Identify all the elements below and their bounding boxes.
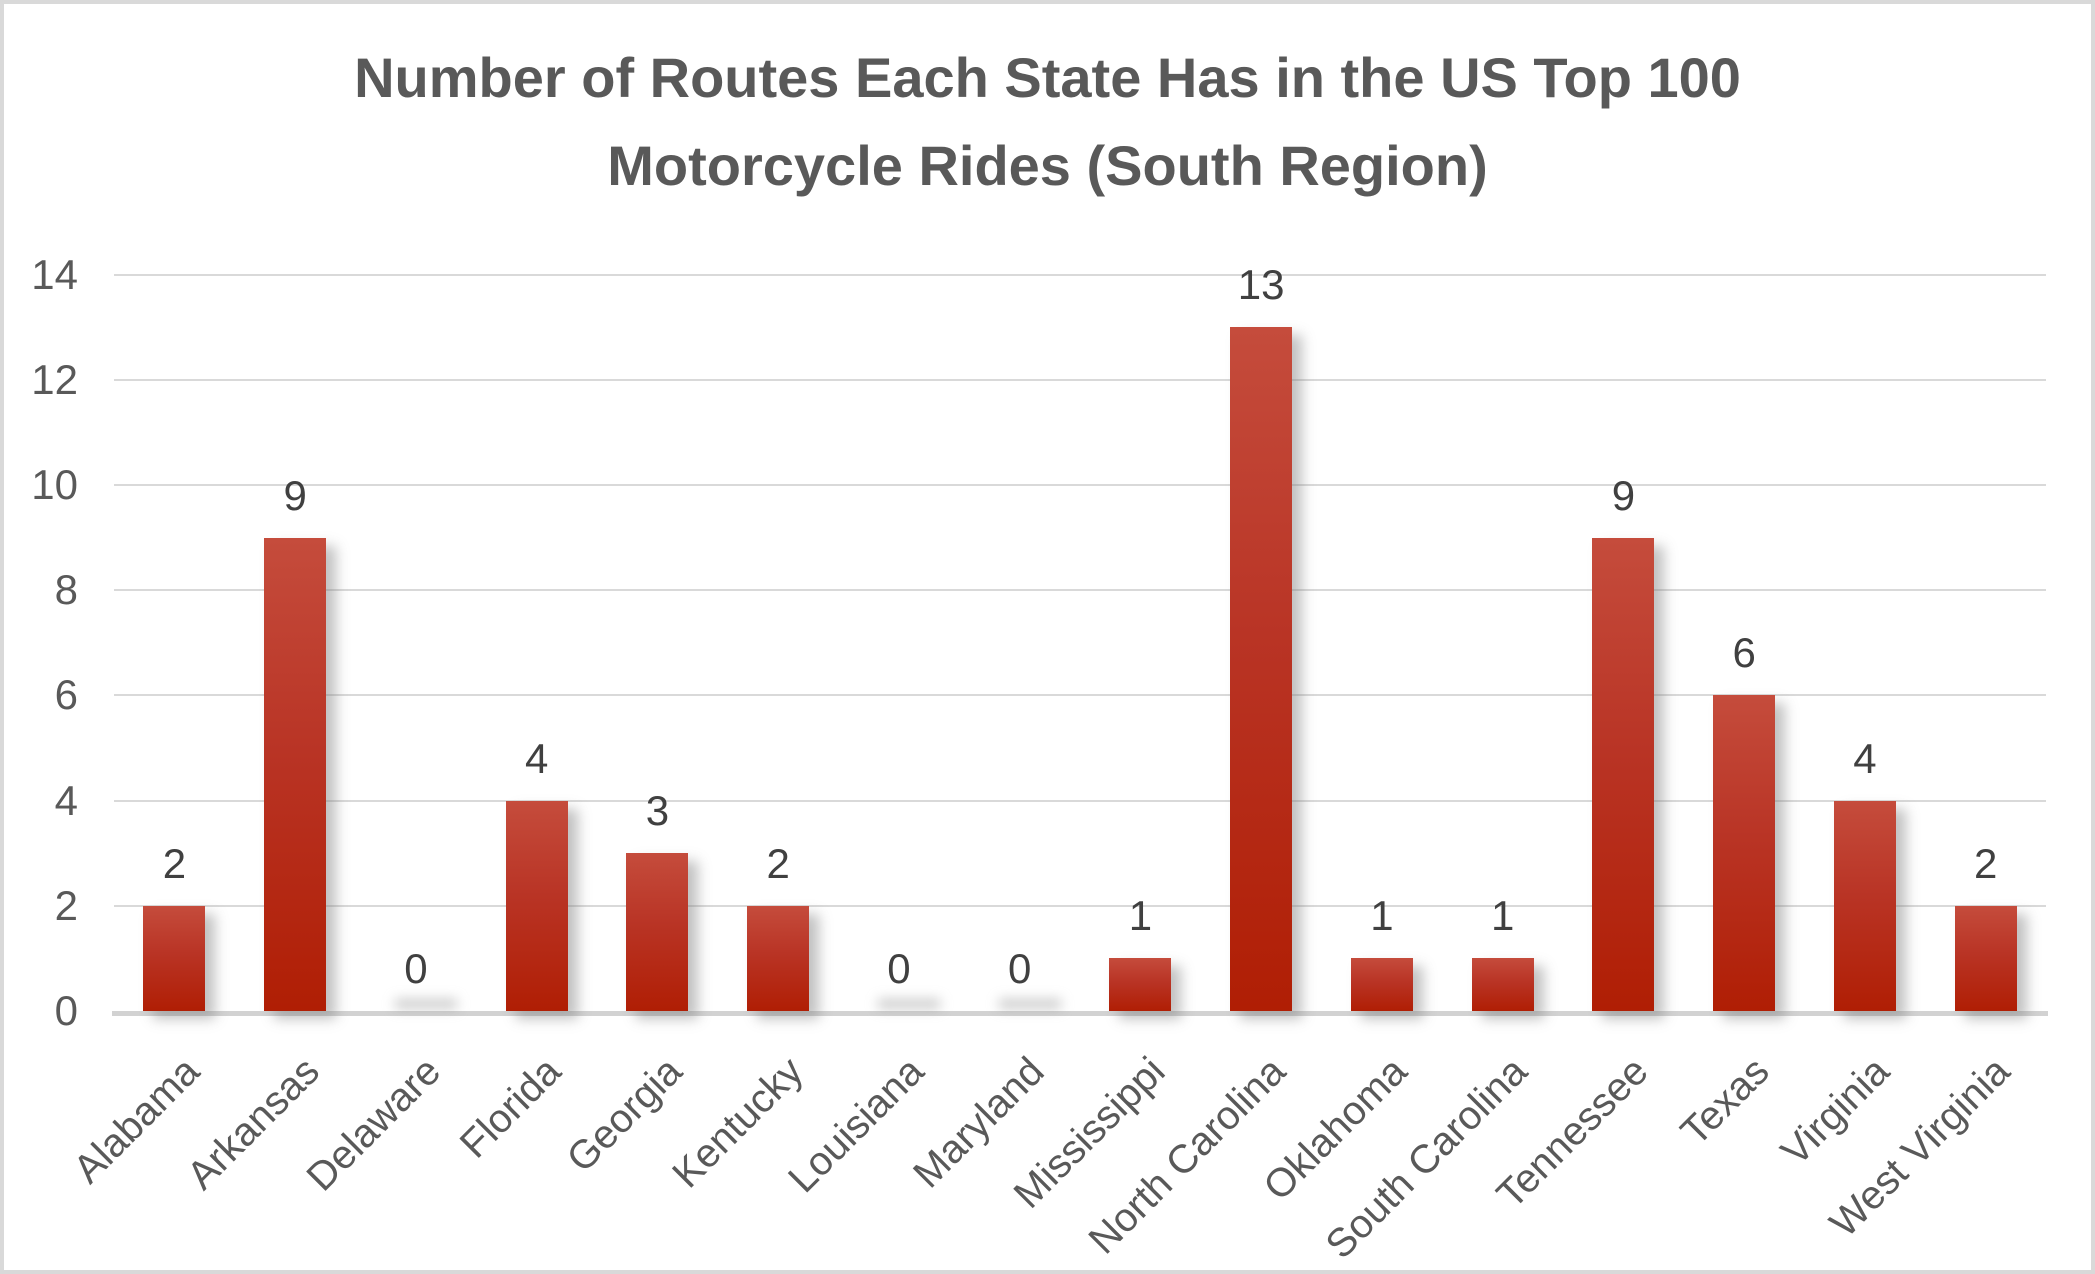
bar-florida [505, 800, 568, 1011]
y-axis-tick-label: 6 [54, 671, 78, 719]
bar-value-label-texas: 6 [1732, 629, 1756, 677]
bar-kentucky [747, 905, 810, 1011]
bar-value-label-florida: 4 [524, 734, 549, 782]
bar-value-label-tennessee: 9 [1611, 471, 1636, 519]
bar-value-label-oklahoma: 1 [1370, 892, 1394, 940]
bar-value-label-arkansas: 9 [283, 471, 307, 519]
y-axis-tick-label: 0 [54, 987, 78, 1034]
chart-title-line2: Motorcycle Rides (South Region) [607, 134, 1488, 197]
y-axis-tick-label: 14 [31, 250, 78, 298]
bar-value-label-kentucky: 2 [766, 839, 790, 887]
y-axis-tick-label: 12 [31, 355, 78, 403]
x-axis-label-florida: Florida [452, 1049, 570, 1167]
bar-north-carolina [1230, 327, 1293, 1011]
x-axis-label-delaware: Delaware [298, 1049, 449, 1200]
bar-value-label-mississippi: 1 [1128, 892, 1153, 940]
y-axis-tick-label: 2 [54, 881, 78, 929]
bar-texas [1713, 695, 1776, 1011]
gridline [114, 484, 2046, 486]
bar-alabama [143, 905, 206, 1011]
zero-bar-shadow-delaware [394, 999, 457, 1009]
bar-value-label-north-carolina: 13 [1237, 261, 1285, 309]
zero-bar-shadow-louisiana [877, 999, 940, 1009]
bar-tennessee [1592, 537, 1655, 1011]
bar-west-virginia [1954, 905, 2017, 1011]
bar-value-label-virginia: 4 [1853, 734, 1877, 782]
bar-virginia [1833, 800, 1896, 1011]
bar-value-label-georgia: 3 [645, 787, 670, 835]
bar-value-label-west-virginia: 2 [1973, 839, 1998, 887]
gridline [114, 378, 2046, 381]
chart-title: Number of Routes Each State Has in the U… [4, 34, 2091, 210]
gridline [114, 799, 2046, 802]
bar-value-label-alabama: 2 [162, 839, 187, 887]
bar-value-label-maryland: 0 [1007, 945, 1032, 992]
x-axis-line [112, 1011, 2048, 1016]
chart-title-line1: Number of Routes Each State Has in the U… [354, 46, 1741, 109]
bar-mississippi [1109, 958, 1172, 1011]
bar-value-label-louisiana: 0 [887, 945, 911, 992]
y-axis-tick-label: 8 [54, 566, 78, 614]
y-axis-tick-label: 4 [54, 776, 78, 824]
gridline [114, 904, 2046, 907]
x-axis-label-texas: Texas [1672, 1049, 1778, 1155]
bar-arkansas [264, 537, 327, 1011]
bar-georgia [626, 853, 689, 1011]
gridline [114, 273, 2046, 276]
bar-value-label-delaware: 0 [404, 945, 428, 992]
gridline [114, 589, 2046, 592]
bar-value-label-south-carolina: 1 [1490, 892, 1515, 940]
bar-oklahoma [1350, 958, 1413, 1011]
bar-south-carolina [1471, 958, 1534, 1011]
y-axis-tick-label: 10 [31, 461, 78, 508]
gridline [114, 694, 2046, 697]
zero-bar-shadow-maryland [998, 999, 1061, 1009]
